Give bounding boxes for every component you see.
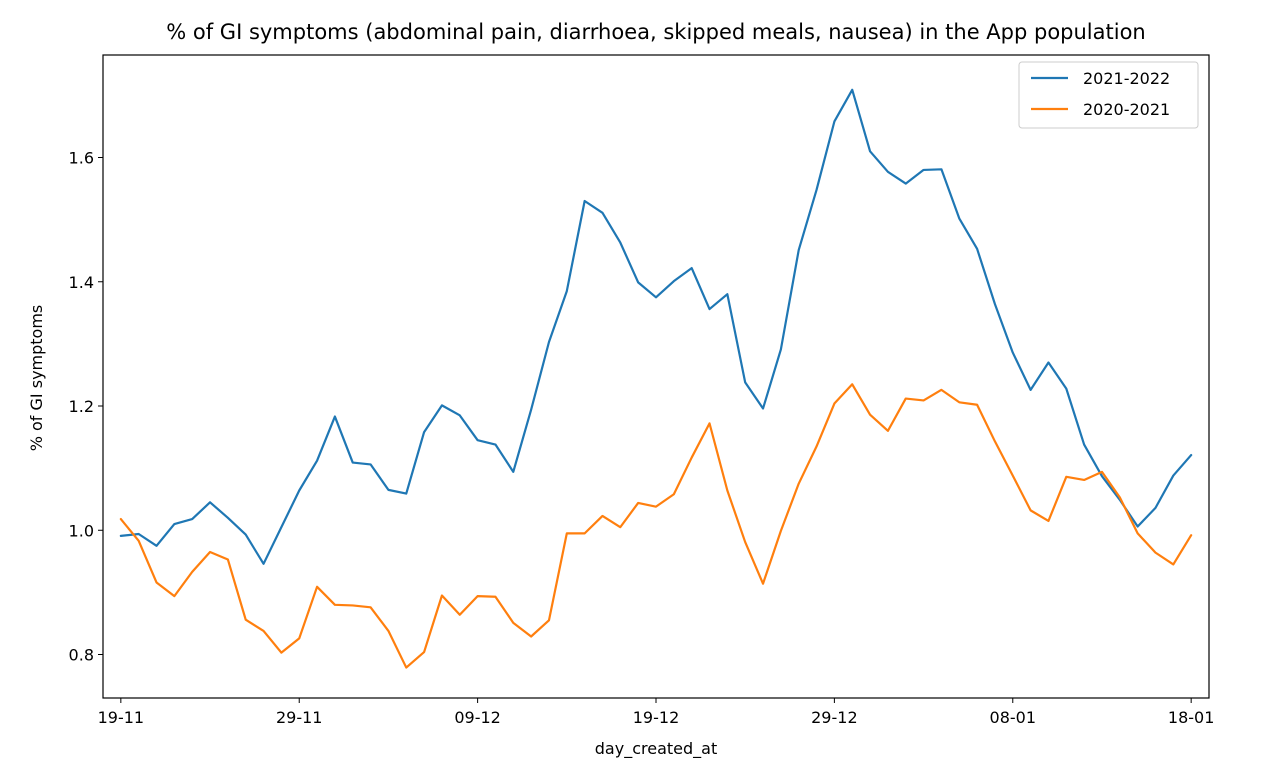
x-tick-label: 19-11 bbox=[98, 708, 145, 727]
plot-area bbox=[102, 54, 1210, 699]
x-tick-label: 29-12 bbox=[811, 708, 858, 727]
x-axis: 19-11 29-11 09-12 19-12 29-12 08-01 18-01 bbox=[98, 698, 1215, 727]
series-line-2020-2021 bbox=[119, 383, 1193, 669]
series-layer bbox=[119, 88, 1193, 669]
legend-entries: 2021-2022 2020-2021 bbox=[1031, 69, 1170, 119]
y-tick-label: 1.4 bbox=[69, 273, 94, 292]
x-tick-label: 09-12 bbox=[454, 708, 501, 727]
y-axis: 0.8 1.0 1.2 1.4 1.6 bbox=[69, 149, 103, 665]
y-tick-label: 0.8 bbox=[69, 646, 94, 665]
x-tick-label: 18-01 bbox=[1168, 708, 1215, 727]
legend-label: 2020-2021 bbox=[1083, 100, 1170, 119]
y-axis-label: % of GI symptoms bbox=[27, 305, 46, 452]
y-tick-label: 1.0 bbox=[69, 521, 94, 540]
x-axis-label: day_created_at bbox=[595, 739, 717, 759]
x-tick-label: 19-12 bbox=[633, 708, 680, 727]
x-tick-label: 29-11 bbox=[276, 708, 323, 727]
y-tick-label: 1.2 bbox=[69, 397, 94, 416]
plot-frame bbox=[102, 54, 1210, 699]
x-tick-label: 08-01 bbox=[990, 708, 1037, 727]
chart-title: % of GI symptoms (abdominal pain, diarrh… bbox=[166, 20, 1145, 44]
legend: 2021-2022 2020-2021 bbox=[1018, 61, 1199, 129]
legend-label: 2021-2022 bbox=[1083, 69, 1170, 88]
y-tick-label: 1.6 bbox=[69, 149, 94, 168]
series-line-2021-2022 bbox=[119, 88, 1193, 565]
